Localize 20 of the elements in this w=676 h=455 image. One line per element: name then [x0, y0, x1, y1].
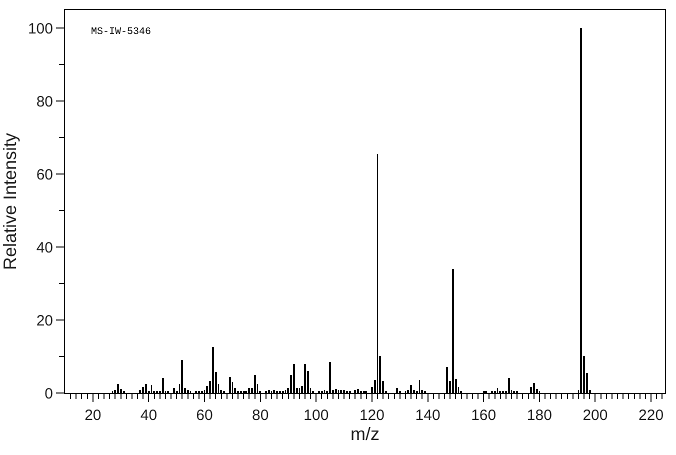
y-tick-label: 100: [28, 20, 53, 38]
y-tick-label: 40: [36, 239, 53, 256]
x-tick-label: 220: [638, 407, 664, 424]
x-tick-label: 180: [526, 407, 552, 424]
y-axis-title: Relative Intensity: [0, 132, 20, 270]
x-tick-label: 40: [140, 407, 158, 424]
x-tick-label: 140: [415, 407, 440, 424]
y-tick-label: 80: [36, 93, 53, 110]
x-axis-title: m/z: [350, 424, 380, 444]
x-tick-label: 100: [304, 407, 329, 424]
x-tick-label: 120: [359, 407, 384, 424]
x-tick-label: 60: [196, 407, 213, 424]
x-tick-label: 200: [582, 407, 608, 424]
x-tick-label: 80: [252, 407, 269, 424]
annotation: MS-IW-5346: [91, 27, 152, 38]
y-tick-label: 0: [44, 385, 53, 402]
y-tick-label: 60: [36, 166, 53, 184]
y-tick-label: 20: [36, 312, 53, 330]
x-tick-label: 160: [471, 407, 496, 424]
x-tick-label: 20: [84, 407, 102, 424]
